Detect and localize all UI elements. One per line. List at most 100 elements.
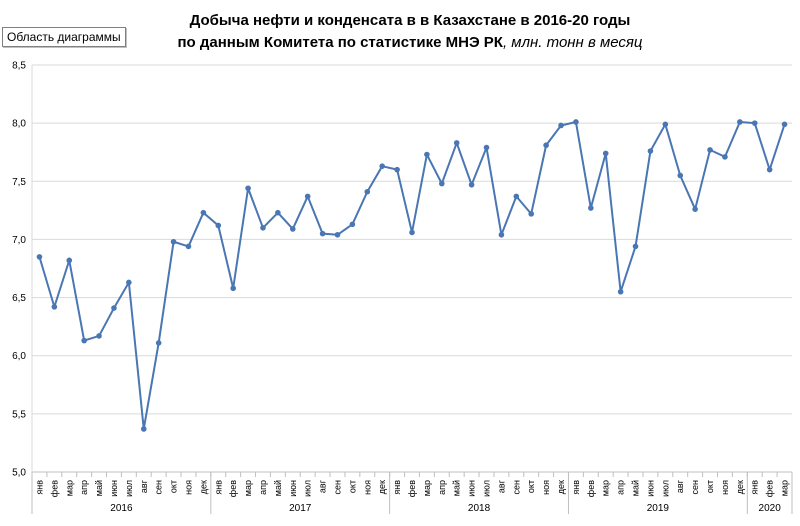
data-point: [483, 144, 490, 151]
data-point: [543, 142, 549, 149]
x-month-label: ноя: [541, 480, 551, 495]
x-month-label: мар: [780, 480, 790, 496]
x-year-label: 2020: [759, 503, 782, 514]
x-month-label: июн: [645, 480, 655, 497]
x-month-label: дек: [198, 480, 208, 494]
data-point: [662, 121, 669, 128]
x-month-label: ноя: [183, 480, 193, 495]
x-month-label: мар: [422, 480, 432, 496]
x-month-label: фев: [228, 480, 238, 497]
y-tick-label: 6,5: [12, 293, 26, 304]
data-point: [737, 119, 743, 125]
data-point: [200, 209, 207, 216]
x-month-label: сен: [690, 480, 700, 495]
x-month-label: май: [94, 480, 104, 496]
x-month-label: мар: [601, 480, 611, 496]
data-point: [498, 231, 505, 238]
data-point: [558, 122, 564, 129]
x-month-label: июл: [660, 480, 670, 497]
y-tick-label: 8,5: [12, 61, 26, 72]
x-month-label: дек: [377, 480, 387, 494]
data-point: [185, 243, 192, 250]
x-month-label: фев: [586, 480, 596, 497]
x-month-label: фев: [765, 480, 775, 497]
data-point: [588, 205, 594, 211]
data-point: [439, 180, 445, 187]
x-month-label: янв: [571, 480, 581, 495]
x-month-label: янв: [213, 480, 223, 495]
data-point: [394, 166, 400, 173]
chart-area-tooltip: Область диаграммы: [2, 27, 126, 47]
x-month-label: июн: [288, 480, 298, 497]
x-month-label: июн: [467, 480, 477, 497]
chart-title-line1: Добыча нефти и конденсата в в Казахстане…: [189, 12, 631, 29]
data-point: [513, 193, 520, 200]
data-point: [96, 333, 102, 339]
x-month-label: дек: [735, 480, 745, 494]
x-month-label: окт: [705, 480, 715, 493]
data-point: [245, 185, 251, 192]
data-point: [170, 238, 177, 245]
y-tick-label: 8,0: [12, 119, 26, 130]
data-point: [111, 305, 117, 311]
data-point: [528, 211, 535, 217]
x-month-label: май: [631, 480, 641, 496]
x-month-label: авг: [318, 479, 328, 493]
data-point: [692, 206, 698, 212]
y-tick-label: 5,0: [12, 468, 26, 479]
data-point: [334, 231, 341, 238]
data-point: [275, 209, 281, 216]
data-point: [66, 257, 73, 264]
x-month-label: апр: [437, 480, 447, 495]
data-point: [424, 151, 430, 158]
x-month-label: июн: [109, 480, 119, 497]
data-point: [230, 285, 236, 292]
y-tick-label: 7,0: [12, 235, 26, 246]
x-month-label: апр: [79, 480, 89, 495]
x-month-label: ноя: [720, 480, 730, 495]
x-year-label: 2017: [289, 503, 312, 514]
x-year-label: 2016: [110, 503, 133, 514]
data-point: [319, 230, 326, 237]
data-point: [781, 121, 788, 128]
data-point: [722, 154, 728, 160]
y-tick-label: 5,5: [12, 409, 26, 420]
x-month-label: дек: [556, 480, 566, 494]
x-month-label: мар: [243, 480, 253, 496]
x-month-label: апр: [616, 480, 626, 495]
x-month-label: апр: [258, 480, 268, 495]
data-point: [453, 140, 460, 146]
data-point: [126, 279, 132, 286]
x-month-label: сен: [154, 480, 164, 495]
x-month-label: авг: [496, 479, 506, 493]
data-point: [289, 226, 296, 232]
x-month-label: фев: [407, 480, 417, 497]
series-line: [38, 120, 786, 430]
y-tick-label: 7,5: [12, 177, 26, 188]
x-month-label: май: [273, 480, 283, 496]
data-point: [409, 229, 415, 236]
data-point: [51, 304, 58, 310]
x-month-label: авг: [675, 479, 685, 493]
x-month-label: фев: [49, 480, 59, 497]
data-point: [36, 254, 43, 260]
x-month-label: ноя: [362, 480, 372, 495]
data-point: [349, 221, 356, 228]
data-point: [751, 120, 758, 126]
x-month-label: июл: [303, 480, 313, 497]
data-point: [677, 172, 684, 179]
data-point: [304, 193, 311, 200]
x-month-label: июл: [124, 480, 134, 497]
x-month-label: окт: [169, 480, 179, 493]
x-month-label: июл: [482, 480, 492, 497]
data-point: [140, 426, 147, 432]
data-point: [602, 150, 609, 157]
data-point: [573, 119, 579, 125]
data-point: [647, 148, 654, 154]
data-point: [617, 288, 624, 295]
data-point: [468, 181, 475, 188]
data-point: [81, 337, 87, 344]
chart-title-unit: , млн. тонн в месяц: [502, 34, 643, 51]
chart-title-line2-main: по данным Комитета по статистике МНЭ РК: [177, 34, 503, 51]
